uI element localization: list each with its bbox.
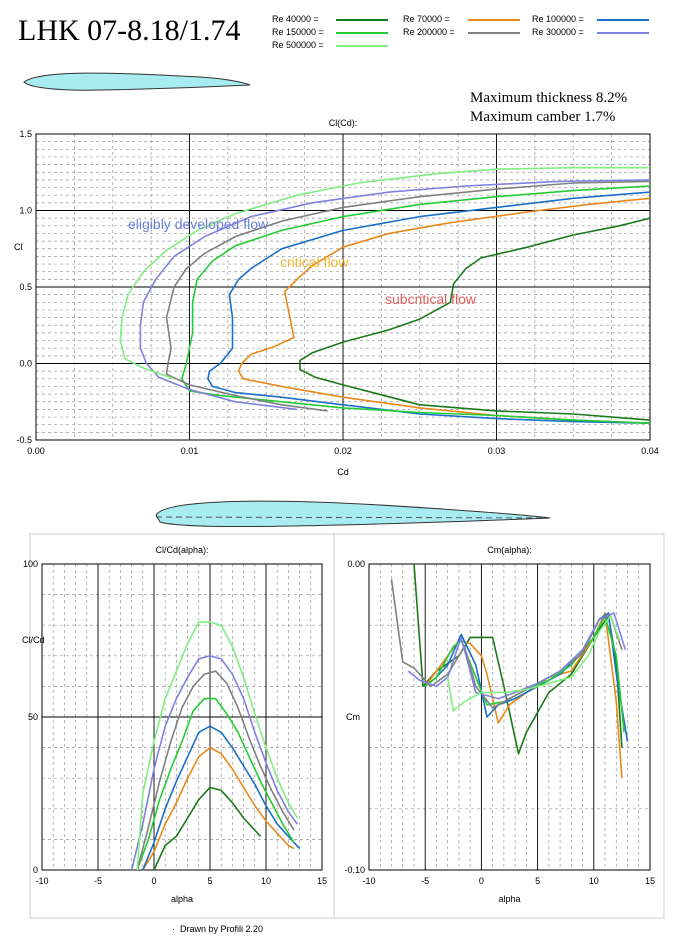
x-axis-label: alpha <box>498 894 520 904</box>
legend-swatch-re300000 <box>597 32 649 34</box>
x-axis-label: alpha <box>171 894 193 904</box>
legend-label-re150000: Re 150000 = <box>272 27 324 37</box>
x-tick-label: 10 <box>589 876 599 886</box>
plot-border <box>41 563 323 871</box>
panel-right-frame <box>333 533 665 919</box>
footer-text: Drawn by Profili 2.20 <box>180 924 264 934</box>
series-line-re200000 <box>136 670 295 871</box>
y-tick-label: 0.0 <box>19 359 32 369</box>
series-line-re500000 <box>119 166 650 380</box>
annotation-subcritical: subcritical flow <box>385 291 477 307</box>
clcd-alpha-chart: -10 -5 0 5 10 15 0 50 100 Cl/Cd(alpha): alpha Cl/Cd <box>22 545 327 904</box>
series-line-re70000 <box>424 612 623 779</box>
annotation-critical: critical flow <box>280 254 349 270</box>
y-tick-label: -0.5 <box>16 435 32 445</box>
y-tick-label: 0 <box>33 865 38 875</box>
x-tick-label: 0.02 <box>334 446 352 456</box>
y-tick-label: 100 <box>23 559 38 569</box>
chart-title: Cl(Cd): <box>329 118 358 128</box>
legend-swatch-re100000 <box>597 19 649 21</box>
cl-cd-chart: 0.00 0.01 0.02 0.03 0.04 -0.5 0.0 0.5 1.0 1.5 Cl(C… <box>14 118 659 477</box>
legend-swatch-re150000 <box>336 32 388 34</box>
x-tick-label: -10 <box>35 876 48 886</box>
y-tick-label: 0.5 <box>19 282 32 292</box>
max-camber-label: Maximum camber 1.7% <box>470 109 616 125</box>
series-line-re150000 <box>424 615 625 733</box>
legend-swatch-re200000 <box>468 32 520 34</box>
plot-border <box>368 563 651 871</box>
x-tick-label: 0.03 <box>488 446 506 456</box>
airfoil-chord-line <box>155 516 551 519</box>
series-line-re100000 <box>424 612 629 742</box>
footer-credit: · Drawn by Profili 2.20 <box>172 924 264 934</box>
y-tick-label: 1.5 <box>19 129 32 139</box>
plot-border <box>35 133 651 441</box>
series-line-re300000 <box>407 612 627 700</box>
series-line-re500000 <box>136 621 299 871</box>
x-tick-label: -5 <box>94 876 102 886</box>
cm-alpha-chart: -10 -5 0 5 10 15 -0.10 0.00 Cm(alpha): alpha Cm <box>344 545 655 904</box>
x-tick-label: 15 <box>317 876 327 886</box>
x-tick-label: 5 <box>535 876 540 886</box>
legend-label-re300000: Re 300000 = <box>532 27 584 37</box>
series-line-re70000 <box>237 197 651 424</box>
airfoil-title: LHK 07-8.18/1.74 <box>18 14 241 47</box>
x-tick-label: 10 <box>261 876 271 886</box>
chart-title: Cl/Cd(alpha): <box>155 545 208 555</box>
y-tick-label: 1.0 <box>19 206 32 216</box>
y-tick-label: -0.10 <box>344 865 365 875</box>
x-tick-label: 0 <box>151 876 156 886</box>
x-tick-label: 15 <box>645 876 655 886</box>
series-line-re100000 <box>142 725 301 871</box>
x-tick-label: 0.00 <box>27 446 45 456</box>
y-axis-label: Cm <box>346 712 360 722</box>
series-line-re70000 <box>142 746 295 871</box>
series-line-re40000 <box>299 217 651 421</box>
x-tick-label: 0.04 <box>641 446 659 456</box>
series-line-re500000 <box>446 615 621 712</box>
series-line-re150000 <box>136 697 295 871</box>
series-line-re200000 <box>165 180 651 412</box>
x-tick-label: 0 <box>479 876 484 886</box>
legend-swatch-re70000 <box>468 19 520 21</box>
series-line-re40000 <box>153 786 261 871</box>
series-line-re300000 <box>139 179 651 411</box>
x-tick-label: -5 <box>421 876 429 886</box>
legend-swatch-re500000 <box>336 45 388 47</box>
y-axis-label: Cl <box>14 242 23 252</box>
x-tick-label: -10 <box>362 876 375 886</box>
series-line-re200000 <box>390 579 623 709</box>
series-line-re300000 <box>130 655 299 871</box>
y-tick-label: 0.00 <box>347 559 365 569</box>
series-line-re150000 <box>181 185 651 424</box>
legend-label-re70000: Re 70000 = <box>403 14 450 24</box>
legend-label-re200000: Re 200000 = <box>403 27 455 37</box>
legend-swatch-re40000 <box>336 19 388 21</box>
legend-label-re500000: Re 500000 = <box>272 40 324 50</box>
y-tick-label: 50 <box>28 712 38 722</box>
max-thickness-label: Maximum thickness 8.2% <box>470 90 628 106</box>
series-line-re40000 <box>413 563 623 755</box>
airfoil-shape-large <box>155 500 551 528</box>
legend: Re 40000 = Re 70000 = Re 100000 = Re 150… <box>272 14 652 60</box>
legend-label-re100000: Re 100000 = <box>532 14 584 24</box>
annotation-eligibly-developed: eligibly developed flow <box>128 216 269 232</box>
x-tick-label: 5 <box>207 876 212 886</box>
airfoil-shape-small <box>23 72 251 91</box>
legend-label-re40000: Re 40000 = <box>272 14 319 24</box>
x-tick-label: 0.01 <box>181 446 199 456</box>
x-axis-label: Cd <box>337 467 349 477</box>
y-axis-label: Cl/Cd <box>22 635 45 645</box>
chart-title: Cm(alpha): <box>487 545 532 555</box>
